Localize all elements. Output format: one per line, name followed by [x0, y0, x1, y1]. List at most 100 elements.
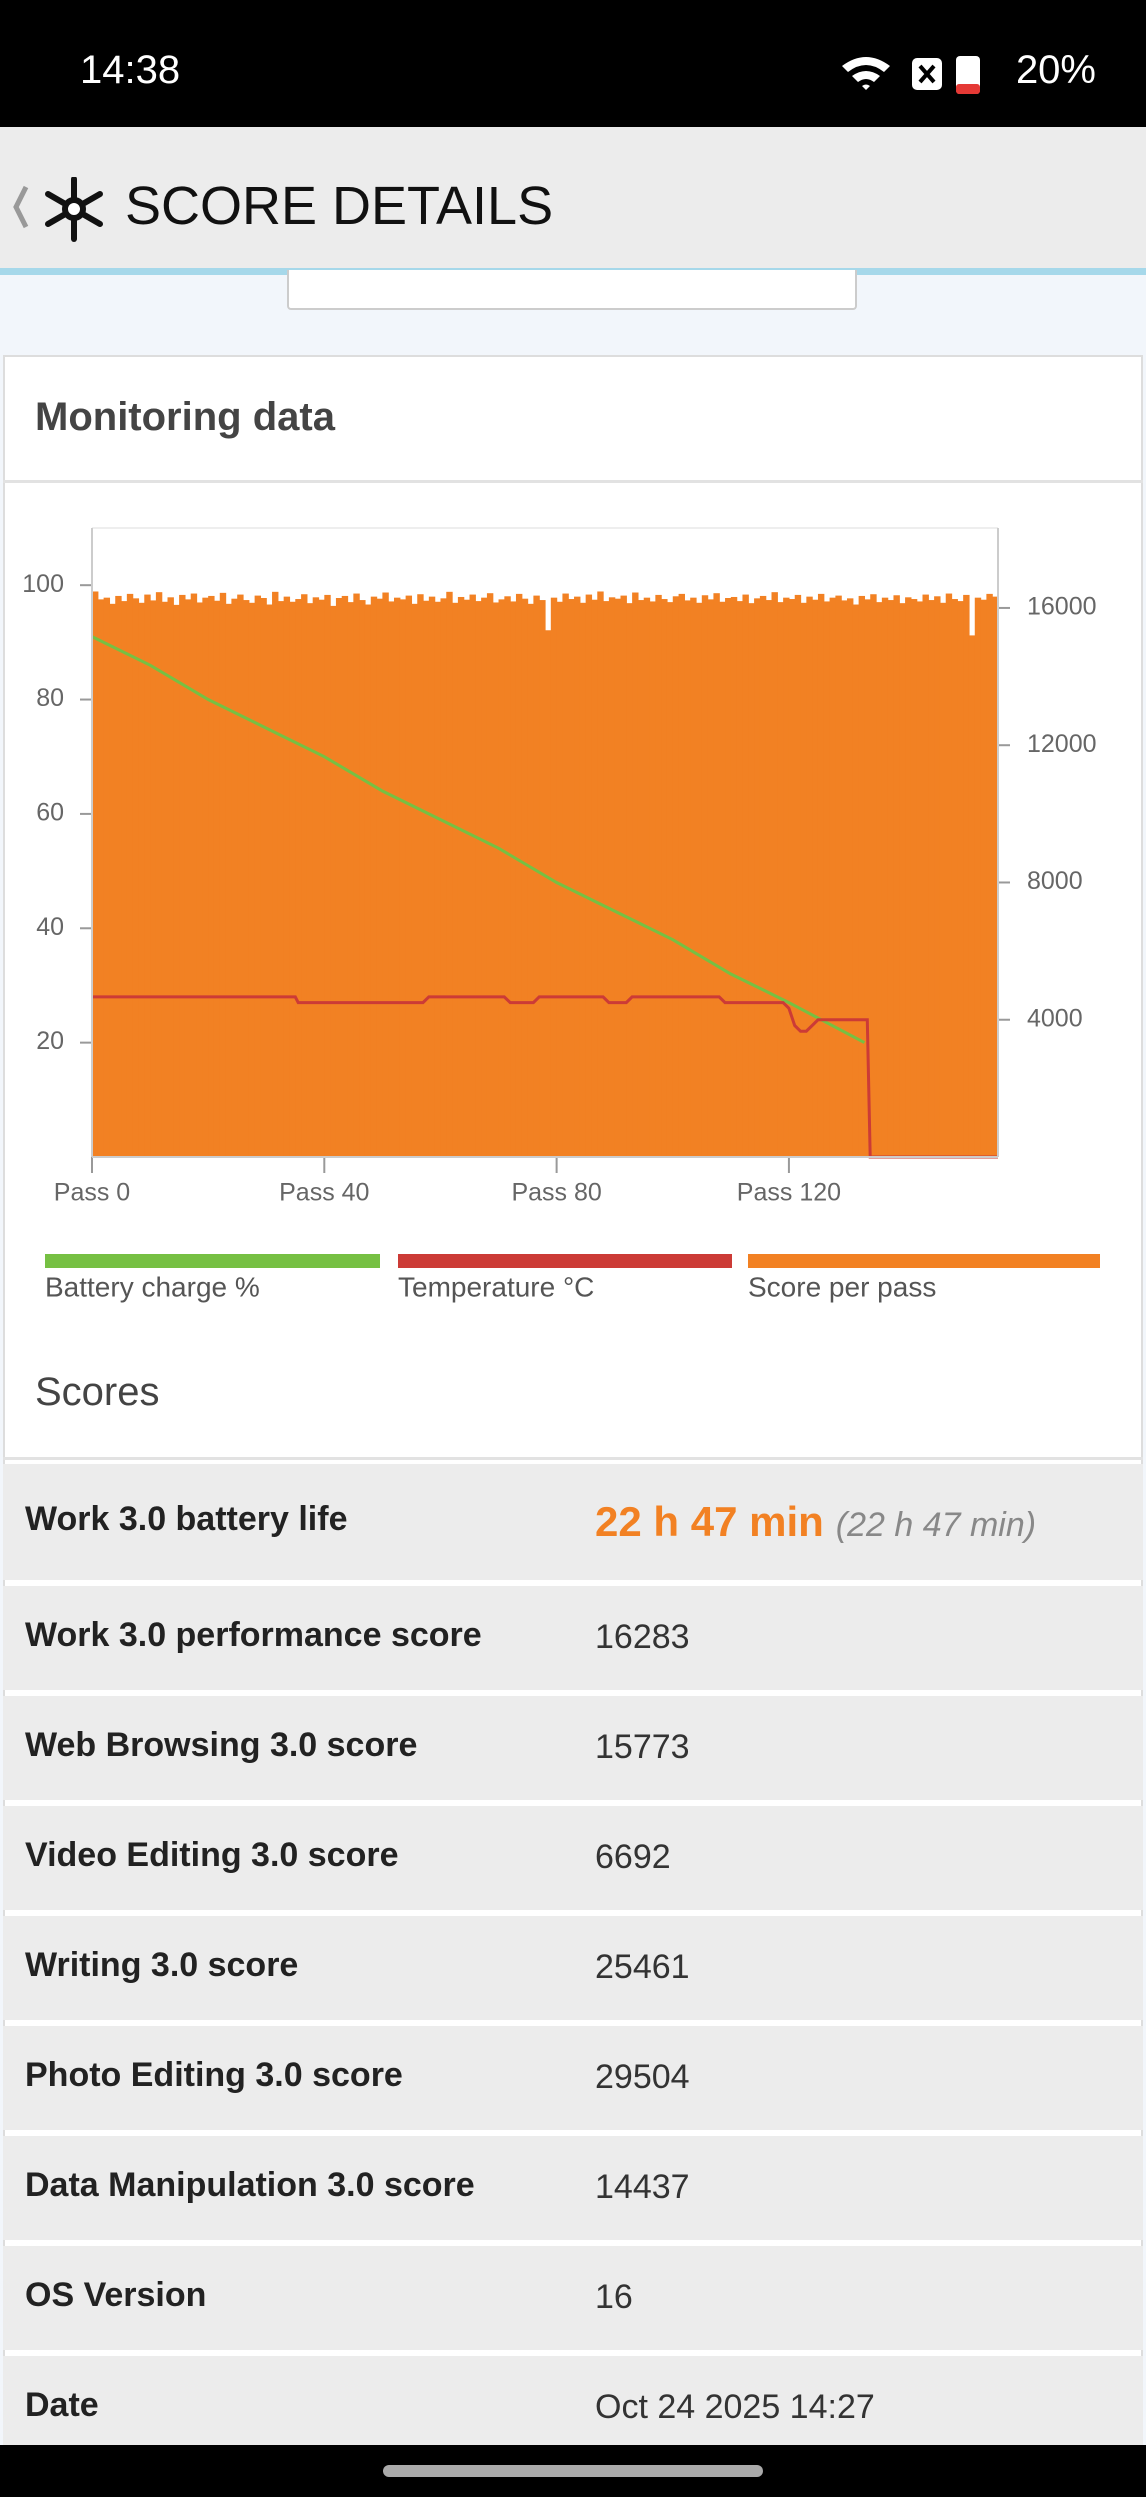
- divider: [3, 480, 1143, 483]
- bar: [515, 593, 523, 1157]
- bar: [574, 596, 581, 1157]
- status-icons: [842, 56, 980, 94]
- score-label: Writing 3.0 score: [25, 1946, 299, 1984]
- score-row: Date Oct 24 2025 14:27: [3, 2356, 1143, 2460]
- previous-card: [287, 270, 857, 310]
- bar: [864, 599, 871, 1157]
- bar: [463, 599, 471, 1157]
- bar: [539, 600, 546, 1157]
- bar: [968, 635, 976, 1157]
- bar: [876, 602, 883, 1157]
- score-label: OS Version: [25, 2276, 207, 2314]
- bar: [289, 601, 296, 1157]
- bar: [382, 592, 389, 1157]
- bar: [725, 598, 732, 1157]
- bar: [986, 593, 993, 1157]
- bar: [823, 601, 831, 1157]
- bar: [440, 598, 447, 1157]
- score-label: Web Browsing 3.0 score: [25, 1726, 418, 1764]
- bar: [754, 598, 761, 1157]
- score-value-text: 16283: [595, 1618, 690, 1656]
- bar: [568, 599, 575, 1157]
- bar: [457, 596, 465, 1157]
- score-value: Oct 24 2025 14:27: [595, 2388, 875, 2427]
- bar: [161, 601, 169, 1157]
- bar: [109, 603, 116, 1157]
- legend-label: Battery charge %: [45, 1271, 260, 1302]
- bar: [899, 603, 906, 1157]
- bar: [759, 595, 767, 1157]
- bar: [260, 598, 267, 1157]
- bar: [335, 598, 343, 1157]
- bar: [179, 594, 186, 1157]
- bar: [957, 601, 964, 1157]
- bar: [887, 600, 895, 1157]
- bar: [649, 601, 656, 1157]
- bar: [783, 597, 790, 1157]
- x-tick-label: Pass 80: [511, 1179, 601, 1207]
- score-value-text: 15773: [595, 1728, 690, 1766]
- home-indicator[interactable]: [383, 2465, 763, 2477]
- bar: [295, 599, 302, 1157]
- bar: [481, 597, 488, 1157]
- bar: [666, 602, 674, 1157]
- y2-tick-label: 16000: [1027, 593, 1097, 621]
- score-value-text: 29504: [595, 2058, 690, 2096]
- line: [92, 995, 998, 1159]
- bar: [167, 597, 174, 1157]
- bar: [504, 596, 511, 1157]
- bar: [817, 593, 825, 1157]
- bar: [428, 596, 436, 1157]
- bar: [847, 598, 854, 1157]
- bar: [231, 598, 238, 1157]
- bar: [951, 599, 958, 1157]
- score-value-text: 14437: [595, 2168, 690, 2206]
- app-header: SCORE DETAILS: [0, 127, 1146, 275]
- score-label: Video Editing 3.0 score: [25, 1836, 399, 1874]
- bar: [945, 593, 953, 1157]
- bar: [301, 594, 308, 1157]
- snowflake-icon: [45, 177, 103, 242]
- bar: [237, 594, 244, 1157]
- legend-swatch: [748, 1254, 1100, 1268]
- bar: [608, 597, 616, 1157]
- score-value: 16283: [595, 1618, 690, 1657]
- bar: [800, 602, 807, 1157]
- bar: [794, 594, 802, 1157]
- bar: [696, 602, 703, 1157]
- score-row: Video Editing 3.0 score 6692: [3, 1806, 1143, 1910]
- bar: [637, 600, 645, 1157]
- score-value: 25461: [595, 1948, 690, 1987]
- clock: 14:38: [80, 48, 181, 92]
- bar: [788, 599, 796, 1157]
- score-row: Writing 3.0 score 25461: [3, 1916, 1143, 2020]
- y-tick-label: 40: [36, 913, 64, 941]
- bar: [364, 604, 372, 1157]
- legend-swatch: [398, 1254, 732, 1268]
- back-button[interactable]: [13, 185, 29, 229]
- score-value-text: 16: [595, 2278, 633, 2316]
- score-value: 29504: [595, 2058, 690, 2097]
- bar: [347, 602, 354, 1157]
- score-label: Work 3.0 battery life: [25, 1500, 348, 1538]
- bar: [202, 597, 209, 1157]
- bar: [771, 592, 778, 1157]
- bar: [411, 603, 418, 1157]
- status-bar: 14:38 20%: [0, 0, 1146, 127]
- bar: [730, 596, 738, 1157]
- bar: [225, 603, 232, 1157]
- bar: [556, 601, 564, 1157]
- bar: [248, 602, 256, 1157]
- bar: [579, 602, 587, 1157]
- y-tick-label: 100: [22, 570, 64, 598]
- bar: [742, 594, 749, 1157]
- bar: [434, 601, 442, 1157]
- bar: [115, 595, 122, 1157]
- bar: [254, 595, 262, 1157]
- bar: [527, 603, 534, 1157]
- bar: [330, 605, 337, 1157]
- score-row: Work 3.0 performance score 16283: [3, 1586, 1143, 1690]
- bar: [661, 599, 668, 1157]
